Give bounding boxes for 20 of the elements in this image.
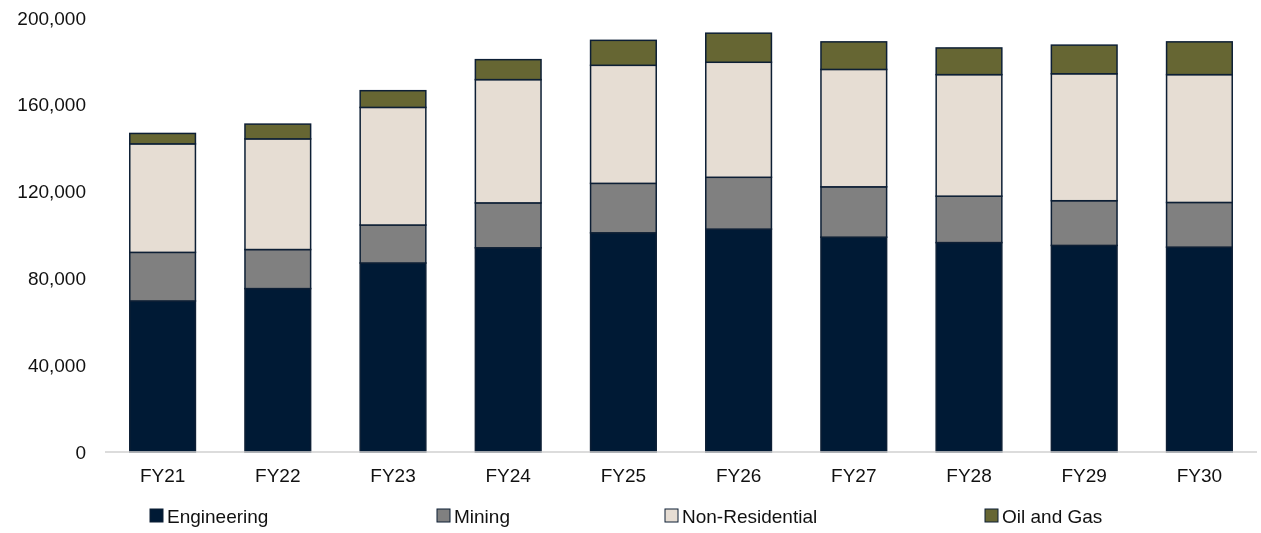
legend-label: Engineering: [167, 505, 269, 527]
y-tick-label: 0: [75, 441, 86, 463]
x-tick-label: FY25: [600, 465, 647, 486]
x-tick-label: FY23: [370, 465, 416, 486]
y-tick-label: 200,000: [17, 7, 86, 29]
y-tick-label: 120,000: [17, 181, 86, 203]
x-tick-label: FY24: [485, 465, 532, 486]
legend-label: Mining: [454, 505, 510, 527]
x-tick-label: FY30: [1176, 465, 1223, 486]
legend-label: Oil and Gas: [1002, 505, 1103, 527]
x-tick-label: FY28: [946, 465, 992, 486]
x-tick-label: FY29: [1061, 465, 1107, 486]
y-tick-label: 80,000: [27, 267, 86, 289]
x-tick-label: FY21: [139, 465, 186, 486]
x-tick-label: FY27: [831, 465, 877, 486]
y-tick-label: 40,000: [27, 354, 86, 376]
x-tick-label: FY22: [255, 465, 301, 486]
x-tick-label: FY26: [715, 465, 762, 486]
y-tick-label: 160,000: [17, 94, 86, 116]
legend-label: Non-Residential: [682, 505, 818, 527]
